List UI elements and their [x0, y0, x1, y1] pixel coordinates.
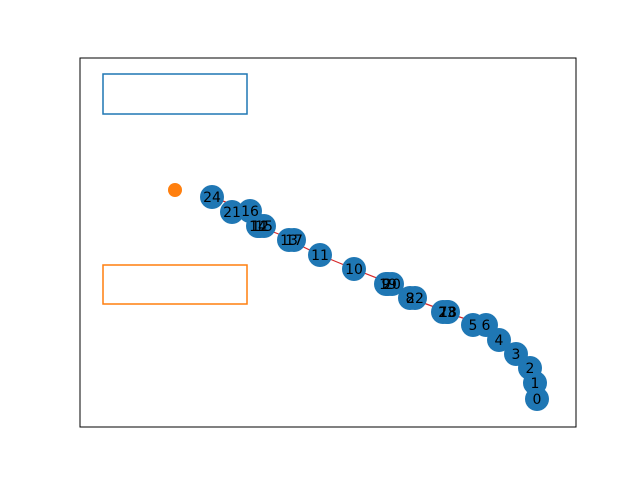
node-label: 11: [311, 248, 329, 264]
node: [403, 286, 427, 310]
node-label: 3: [512, 347, 521, 363]
node: [380, 272, 404, 296]
blue-box: [102, 73, 248, 115]
node: [200, 185, 224, 209]
node-label: 24: [203, 190, 221, 206]
node-label: 6: [482, 318, 491, 334]
node-label: 15: [255, 219, 273, 235]
node: [474, 313, 498, 337]
node: [308, 243, 332, 267]
node-label: 20: [383, 277, 401, 293]
node-label: 21: [223, 205, 241, 221]
node-label: 12: [251, 219, 269, 235]
node-label: 23: [438, 305, 456, 321]
node-label: 14: [249, 219, 267, 235]
node-label: 10: [345, 262, 363, 278]
node: [220, 200, 244, 224]
node-label: 13: [280, 233, 298, 249]
axes-frame: [79, 57, 577, 428]
node-label: 8: [406, 291, 415, 307]
node-label: 2: [526, 361, 535, 377]
node-label: 0: [533, 392, 542, 408]
node-label: 22: [406, 291, 424, 307]
node: [342, 257, 366, 281]
orange-box: [102, 264, 248, 305]
node: [252, 214, 276, 238]
node: [504, 342, 528, 366]
node-label: 5: [469, 318, 478, 334]
node-label: 9: [382, 277, 391, 293]
orange-dot: [168, 183, 182, 197]
node-label: 7: [439, 305, 448, 321]
node-label: 1: [531, 376, 540, 392]
node-label: 4: [495, 333, 504, 349]
node: [238, 199, 262, 223]
node-label: 18: [439, 305, 457, 321]
node: [435, 300, 459, 324]
node: [282, 228, 306, 252]
node-label: 16: [241, 204, 259, 220]
node-label: 19: [379, 277, 397, 293]
node-label: 17: [285, 233, 303, 249]
